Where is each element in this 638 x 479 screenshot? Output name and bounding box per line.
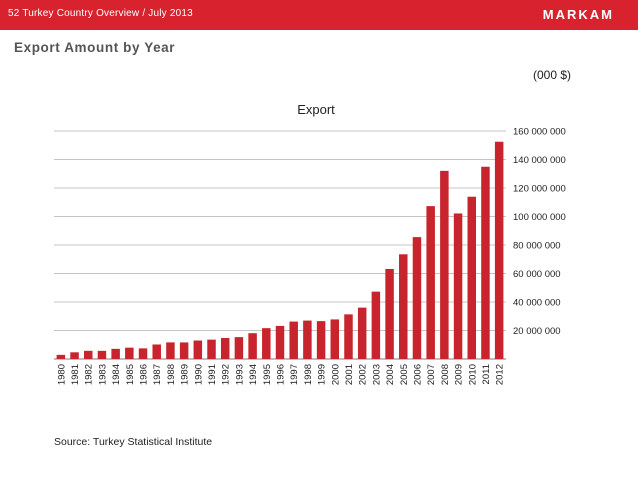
x-tick-label: 2005 <box>399 364 410 385</box>
x-tick-label: 1985 <box>125 364 136 385</box>
y-tick-label: 140 000 000 <box>513 155 566 166</box>
x-tick-label: 2003 <box>371 364 382 385</box>
bar <box>316 321 326 359</box>
bar <box>275 325 285 359</box>
x-tick-label: 2000 <box>330 364 341 385</box>
x-tick-label: 1992 <box>221 364 232 385</box>
x-tick-label: 2008 <box>440 364 451 385</box>
x-tick-label: 1994 <box>248 364 259 385</box>
x-tick-label: 1981 <box>70 364 81 385</box>
gridlines <box>54 130 506 360</box>
x-tick-label: 1987 <box>152 364 163 385</box>
x-tick-label: 2006 <box>412 364 423 385</box>
bar <box>494 141 504 359</box>
x-tick-label: 1997 <box>289 364 300 385</box>
bar <box>138 348 148 359</box>
breadcrumb: 52 Turkey Country Overview / July 2013 <box>8 8 193 19</box>
bar <box>344 314 353 359</box>
y-tick-label: 100 000 000 <box>513 212 566 223</box>
header-bar: 52 Turkey Country Overview / July 2013 M… <box>0 0 638 30</box>
x-tick-label: 1983 <box>97 364 108 385</box>
x-tick-label: 1982 <box>84 364 95 385</box>
x-tick-label: 2004 <box>385 364 396 385</box>
bar <box>289 321 298 359</box>
bar <box>234 337 244 359</box>
bar <box>83 350 93 359</box>
x-tick-label: 1998 <box>303 364 314 385</box>
y-tick-label: 160 000 000 <box>513 127 566 138</box>
bar <box>56 354 66 359</box>
x-tick-label: 1989 <box>180 364 191 385</box>
bar <box>262 328 271 359</box>
y-tick-label: 40 000 000 <box>513 298 561 309</box>
bar <box>97 350 107 359</box>
x-tick-label: 2001 <box>344 364 355 385</box>
bar <box>303 320 312 359</box>
x-tick-label: 1988 <box>166 364 177 385</box>
x-tick-label: 2007 <box>426 364 437 385</box>
x-tick-label: 1986 <box>139 364 150 385</box>
y-tick-label: 20 000 000 <box>513 326 561 337</box>
chart-title: Export <box>297 102 335 117</box>
bar <box>357 307 367 359</box>
bar <box>220 338 230 359</box>
bar <box>412 237 422 359</box>
x-tick-label: 2002 <box>358 364 369 385</box>
x-tick-label: 1995 <box>262 364 273 385</box>
bar <box>385 268 394 359</box>
bar <box>179 342 189 359</box>
y-tick-label: 80 000 000 <box>513 241 561 252</box>
bar <box>152 344 161 359</box>
source-note: Source: Turkey Statistical Institute <box>54 436 213 448</box>
bar <box>399 254 408 359</box>
y-tick-label: 60 000 000 <box>513 269 561 280</box>
x-tick-label: 1993 <box>234 364 245 385</box>
x-tick-label: 1990 <box>193 364 204 385</box>
bar <box>453 213 463 359</box>
bar <box>111 348 120 359</box>
bar <box>70 352 79 359</box>
y-tick-labels: 20 000 000 40 000 000 60 000 000 80 000 000… <box>513 127 566 338</box>
x-tick-label: 1980 <box>56 364 67 385</box>
y-tick-label: 120 000 000 <box>513 184 566 195</box>
bar <box>193 340 203 359</box>
x-tick-label: 2010 <box>467 364 478 385</box>
x-tick-label: 1996 <box>276 364 287 385</box>
brand-logo: MARKAM <box>542 7 614 22</box>
unit-label: (000 $) <box>533 68 572 82</box>
x-tick-label: 2009 <box>454 364 465 385</box>
bars <box>56 141 504 359</box>
bar <box>371 291 381 359</box>
bar <box>330 319 340 359</box>
bar <box>125 347 134 359</box>
x-tick-label: 2011 <box>481 364 492 384</box>
bar <box>248 333 257 359</box>
bar <box>467 196 477 359</box>
x-tick-label: 1991 <box>207 364 218 385</box>
bar <box>440 170 449 359</box>
x-tick-label: 1984 <box>111 364 122 385</box>
bar <box>426 206 435 359</box>
bar <box>166 342 175 359</box>
bar <box>481 166 490 359</box>
x-tick-label: 2012 <box>495 364 506 385</box>
bar <box>207 339 216 359</box>
x-tick-labels: 1980 1981 1982 1983 1984 1985 1986 1987 1988 1989… <box>56 364 505 385</box>
x-tick-label: 1999 <box>317 364 328 385</box>
page-title: Export Amount by Year <box>14 40 176 55</box>
